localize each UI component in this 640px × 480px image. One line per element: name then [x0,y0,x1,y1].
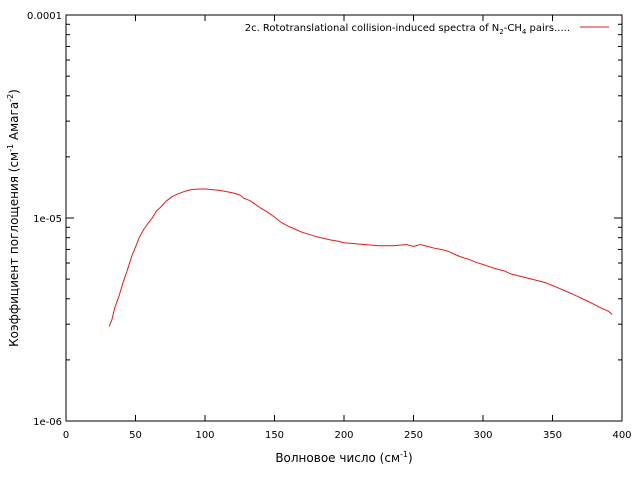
y-axis-label-sup: -2 [6,94,15,102]
x-axis-label-text: Волновое число (см [275,451,400,465]
y-axis-label-sup: -1 [6,144,15,152]
y-tick-label: 0.0001 [27,11,62,22]
y-tick-label: 1e-05 [33,214,62,225]
axis-labels: Волновое число (см-1)Коэффициент поглоще… [6,89,413,465]
x-tick-label: 150 [265,430,284,441]
y-axis-label-text: Коэффициент поглощения (см [7,152,21,347]
series-line [108,188,613,327]
x-axis-label: Волновое число (см-1) [275,450,412,465]
x-tick-label: 50 [129,430,142,441]
x-tick-label: 200 [334,430,353,441]
legend-label: 2c. Rototranslational collision-induced … [245,23,570,36]
y-tick-label: 1e-06 [33,417,62,428]
legend-subscript: 4 [522,28,527,36]
x-tick-label: 250 [404,430,423,441]
x-axis-label-tail: ) [408,451,413,465]
legend-subscript: 2 [499,28,503,36]
x-axis-label-sup: -1 [400,450,408,459]
y-axis-label-tail: ) [7,89,21,94]
legend-label-part: 2c. Rototranslational collision-induced … [245,23,500,34]
x-tick-label: 350 [543,430,562,441]
x-tick-label: 0 [63,430,69,441]
y-axis-label: Коэффициент поглощения (см-1 Амага-2) [6,89,21,347]
x-tick-label: 100 [195,430,214,441]
axes: 0 50 100 150 200 250 300 350 400 1e-06 1e-05 0.0001 [27,11,632,441]
legend-label-part: -CH [504,23,522,34]
x-tick-label: 400 [612,430,631,441]
x-tick-label: 300 [473,430,492,441]
legend: 2c. Rototranslational collision-induced … [245,23,609,36]
legend-label-part: pairs..... [526,23,570,34]
series-layer [108,188,613,327]
y-axis-label-mid: Амага [7,102,21,144]
